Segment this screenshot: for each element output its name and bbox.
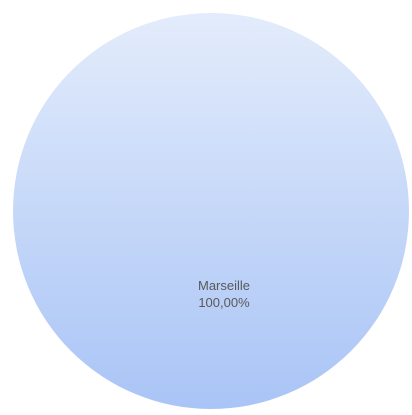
slice-label-name: Marseille <box>198 278 250 293</box>
slice-label-percent: 100,00% <box>198 295 250 310</box>
pie-slice-marseille <box>13 13 409 409</box>
pie-labels: Marseille 100,00% <box>198 278 250 310</box>
pie-slices <box>13 13 409 409</box>
